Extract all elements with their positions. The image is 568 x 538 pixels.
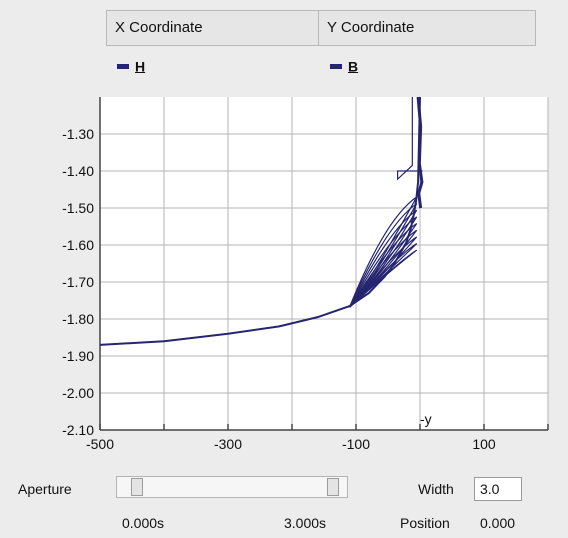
aperture-start-handle[interactable] [131,478,143,496]
time-start-label: 0.000s [122,515,165,531]
hysteresis-chart: -1.30 -1.40 -1.50 -1.60 -1.70 -1.80 -1.90 -2.00… [62,96,549,452]
legend-h-label: H [135,58,146,75]
y-tick-label: -2.10 [62,422,94,438]
vertical-trace [416,96,424,209]
legend-h-swatch [117,63,129,69]
top-excursion [397,97,423,181]
aperture-end-handle[interactable] [327,478,339,496]
y-tick-label: -1.60 [62,237,94,253]
minor-loop [349,236,418,308]
y-tick-label: -1.30 [62,126,94,142]
y-tick-label: -2.00 [62,385,94,401]
aperture-label: Aperture [18,481,72,497]
x-coordinate-header[interactable]: X Coordinate [106,10,318,46]
x-tick-label: -300 [214,436,242,452]
y-coordinate-header[interactable]: Y Coordinate [318,10,536,46]
y-tick-label: -1.90 [62,348,94,364]
x-tick-label: 100 [472,436,496,452]
legend-b: B [330,57,358,74]
position-label: Position [400,515,450,531]
minor-loop [349,249,418,308]
time-end-label: 3.000s [284,515,327,531]
legend-h: H [117,57,145,74]
y-tick-label: -1.80 [62,311,94,327]
x-tick-label: -100 [342,436,370,452]
plot-area [100,97,548,430]
position-value: 0.000 [480,515,516,531]
legend-b-label: B [348,58,359,75]
legend-b-swatch [330,63,342,69]
aperture-slider[interactable] [116,476,348,498]
y-tick-label: -1.50 [62,200,94,216]
y-tick-label: -1.70 [62,274,94,290]
width-input[interactable]: 3.0 [474,477,522,501]
y-tick-label: -1.40 [62,163,94,179]
width-label: Width [418,481,454,497]
x-tick-label: -500 [86,436,114,452]
annotation-label: -y [420,411,432,427]
